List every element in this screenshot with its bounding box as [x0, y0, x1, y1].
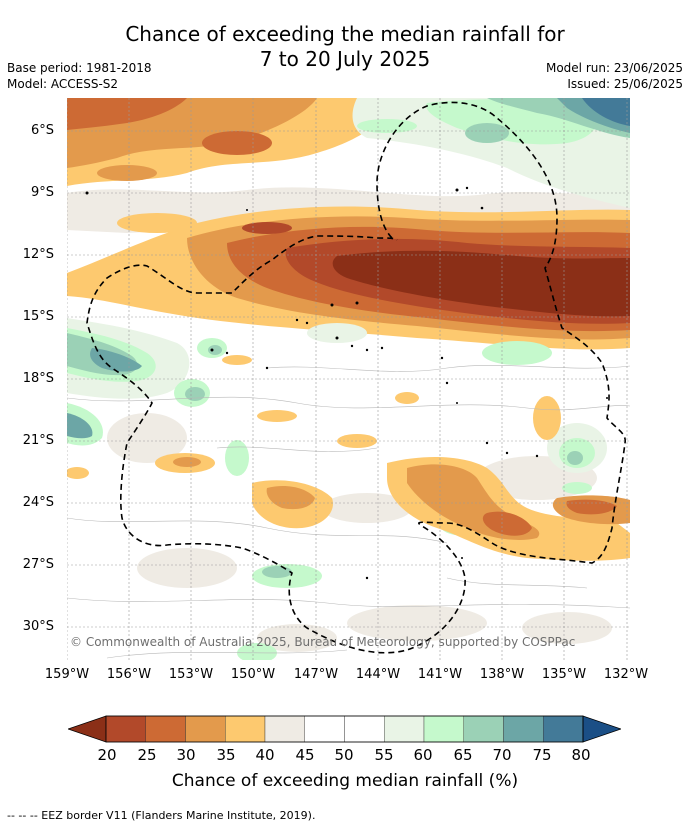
- colorbar-segment: [68, 715, 107, 743]
- colorbar-tick: 65: [453, 746, 473, 764]
- lat-tick: 27°S: [22, 557, 54, 572]
- lon-tick: 159°W: [44, 667, 90, 682]
- lat-tick: 24°S: [22, 495, 54, 510]
- title-line-1: Chance of exceeding the median rainfall …: [125, 22, 565, 46]
- colorbar-segment: [503, 715, 544, 743]
- colorbar-tick: 55: [374, 746, 394, 764]
- colorbar-segment: [463, 715, 504, 743]
- lat-tick: 15°S: [22, 309, 54, 324]
- colorbar-segment: [264, 715, 305, 743]
- lon-tick: 150°W: [230, 667, 276, 682]
- eastern-wet-patches: [307, 323, 607, 536]
- colorbar-tick: 40: [255, 746, 275, 764]
- colorbar-segment: [105, 715, 146, 743]
- base-period-label: Base period: 1981-2018: [7, 61, 152, 75]
- southern-dry-patches: [67, 355, 630, 561]
- colorbar-tick: 80: [571, 746, 591, 764]
- lon-tick: 147°W: [293, 667, 339, 682]
- contour-lines: [67, 365, 630, 659]
- lat-tick: 12°S: [22, 247, 54, 262]
- colorbar-tick: 25: [137, 746, 157, 764]
- colorbar-outline: [105, 715, 584, 743]
- lon-tick: 144°W: [355, 667, 401, 682]
- lon-tick: 153°W: [168, 667, 214, 682]
- colorbar-segment: [384, 715, 425, 743]
- lon-tick: 138°W: [479, 667, 525, 682]
- colorbar-tick: 35: [216, 746, 236, 764]
- colorbar-segment: [582, 715, 621, 743]
- colorbar-segment: [423, 715, 464, 743]
- colorbar-tick: 30: [176, 746, 196, 764]
- colorbar-tick: 50: [334, 746, 354, 764]
- colorbar-segment: [145, 715, 186, 743]
- islands: [85, 186, 608, 580]
- issued-label: Issued: 25/06/2025: [567, 77, 683, 91]
- model-label: Model: ACCESS-S2: [7, 77, 119, 91]
- map-title: Chance of exceeding the median rainfall …: [0, 22, 690, 72]
- colorbar-tick: 45: [295, 746, 315, 764]
- lon-tick: 156°W: [106, 667, 152, 682]
- lat-tick: 30°S: [22, 619, 54, 634]
- rainfall-map: [67, 98, 630, 660]
- colorbar-tick: 20: [97, 746, 117, 764]
- title-line-2: 7 to 20 July 2025: [259, 47, 431, 71]
- colorbar: [68, 715, 621, 743]
- colorbar-segment: [225, 715, 266, 743]
- colorbar-segment: [304, 715, 345, 743]
- lat-tick: 21°S: [22, 433, 54, 448]
- lat-tick: 9°S: [30, 185, 54, 200]
- lon-tick: 132°W: [603, 667, 649, 682]
- central-dry-band: [67, 206, 630, 350]
- colorbar-segment: [543, 715, 584, 743]
- meta-right: Model run: 23/06/2025 Issued: 25/06/2025: [546, 60, 683, 92]
- colorbar-tick: 60: [413, 746, 433, 764]
- eez-legend: -- -- -- EEZ border V11 (Flanders Marine…: [7, 809, 316, 822]
- lat-tick: 18°S: [22, 371, 54, 386]
- colorbar-tick: 70: [492, 746, 512, 764]
- northern-dry-band: [67, 98, 397, 186]
- copyright-notice: © Commonwealth of Australia 2025, Bureau…: [70, 635, 576, 649]
- eez-border: [86, 101, 626, 654]
- colorbar-label: Chance of exceeding median rainfall (%): [171, 771, 519, 791]
- model-run-label: Model run: 23/06/2025: [545, 61, 683, 75]
- meta-left: Base period: 1981-2018 Model: ACCESS-S2: [7, 60, 152, 92]
- colorbar-segment: [344, 715, 385, 743]
- lon-tick: 141°W: [417, 667, 463, 682]
- lat-tick: 6°S: [30, 123, 54, 138]
- colorbar-segment: [185, 715, 226, 743]
- western-wet-patches: [67, 318, 322, 660]
- lon-tick: 135°W: [541, 667, 587, 682]
- colorbar-tick: 75: [532, 746, 552, 764]
- graticule: [67, 98, 630, 660]
